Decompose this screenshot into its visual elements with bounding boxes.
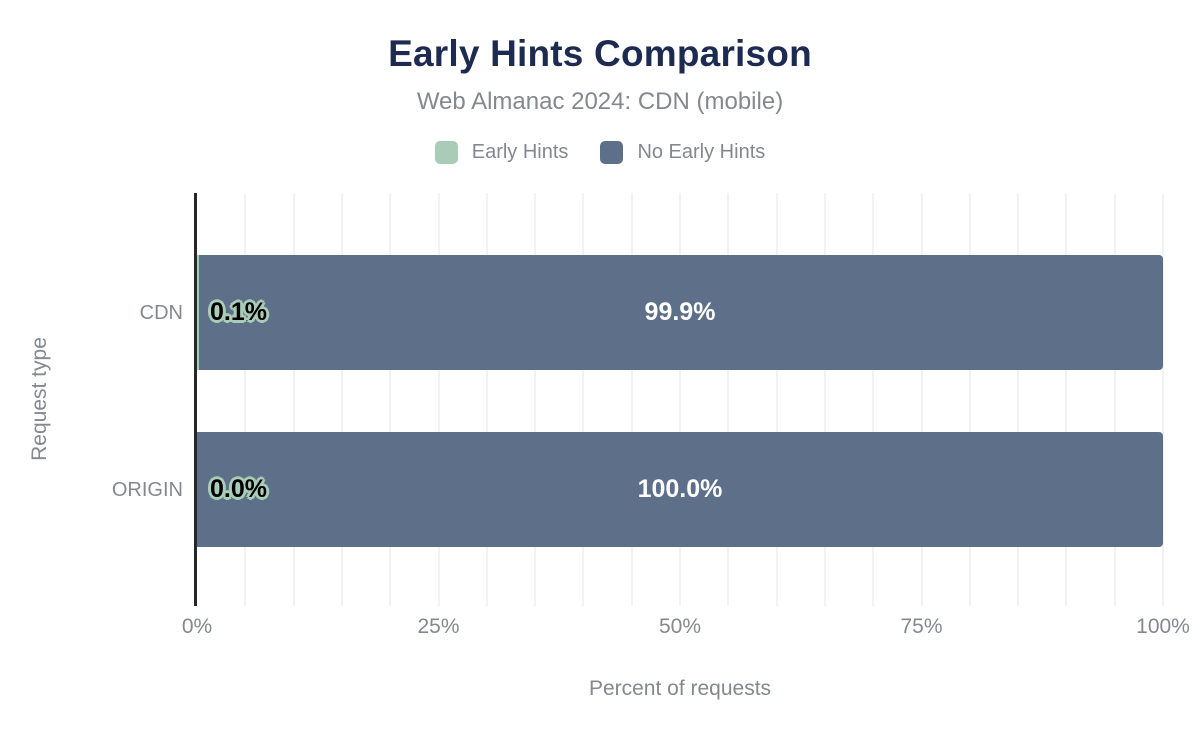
legend-swatch-no-early-hints	[600, 141, 624, 164]
gridline-20pct	[389, 193, 392, 606]
chart-title: Early Hints Comparison	[388, 33, 812, 74]
gridline-35pct	[534, 193, 537, 606]
legend-label-no-early-hints: No Early Hints	[637, 141, 766, 163]
gridline-70pct	[872, 193, 875, 606]
x-axis-title: Percent of requests	[588, 677, 772, 700]
gridline-30pct	[485, 193, 488, 606]
y-axis-line	[194, 193, 197, 606]
plot-area: 0.1% 99.9% 0.0% 100.0%	[194, 193, 1164, 606]
gridline-25pct	[437, 193, 440, 606]
bar-row-cdn: 0.1% 99.9%	[197, 255, 1163, 370]
gridline-10pct	[292, 193, 295, 606]
bar-segment-no-early-hints-origin[interactable]	[197, 432, 1163, 547]
gridline-90pct	[1065, 193, 1068, 606]
value-label-early-hints-cdn: 0.1%	[210, 298, 267, 326]
gridline-75pct	[920, 193, 923, 606]
chart-subtitle: Web Almanac 2024: CDN (mobile)	[416, 88, 784, 115]
y-axis-title: Request type	[28, 337, 51, 461]
legend: Early Hints No Early Hints	[0, 141, 1200, 164]
gridline-85pct	[1017, 193, 1020, 606]
legend-item-no-early-hints[interactable]: No Early Hints	[600, 141, 765, 164]
value-label-early-hints-origin: 0.0%	[210, 475, 267, 503]
value-label-no-early-hints-origin: 100.0%	[637, 475, 723, 503]
gridline-60pct	[775, 193, 778, 606]
bar-row-origin: 0.0% 100.0%	[197, 432, 1163, 547]
legend-item-early-hints[interactable]: Early Hints	[434, 141, 569, 164]
x-tick-50pct: 50%	[658, 615, 702, 638]
legend-label-early-hints: Early Hints	[471, 141, 569, 163]
legend-swatch-early-hints	[434, 141, 458, 164]
x-tick-25pct: 25%	[417, 615, 460, 638]
category-label-origin: ORIGIN	[111, 478, 183, 501]
value-label-no-early-hints-cdn: 99.9%	[644, 298, 716, 326]
x-tick-75pct: 75%	[900, 615, 943, 638]
category-label-cdn: CDN	[139, 301, 183, 324]
gridline-45pct	[630, 193, 633, 606]
gridline-40pct	[582, 193, 585, 606]
gridline-15pct	[340, 193, 343, 606]
gridline-65pct	[823, 193, 826, 606]
gridline-5pct	[244, 193, 247, 606]
bar-segment-early-hints-cdn[interactable]	[197, 255, 199, 370]
gridline-55pct	[727, 193, 730, 606]
gridline-100pct	[1162, 193, 1164, 606]
x-tick-100pct: 100%	[1136, 615, 1190, 638]
bar-segment-no-early-hints-cdn[interactable]	[199, 255, 1163, 370]
gridline-50pct	[679, 193, 681, 606]
gridline-80pct	[968, 193, 971, 606]
gridline-95pct	[1113, 193, 1116, 606]
x-tick-0pct: 0%	[181, 615, 213, 638]
